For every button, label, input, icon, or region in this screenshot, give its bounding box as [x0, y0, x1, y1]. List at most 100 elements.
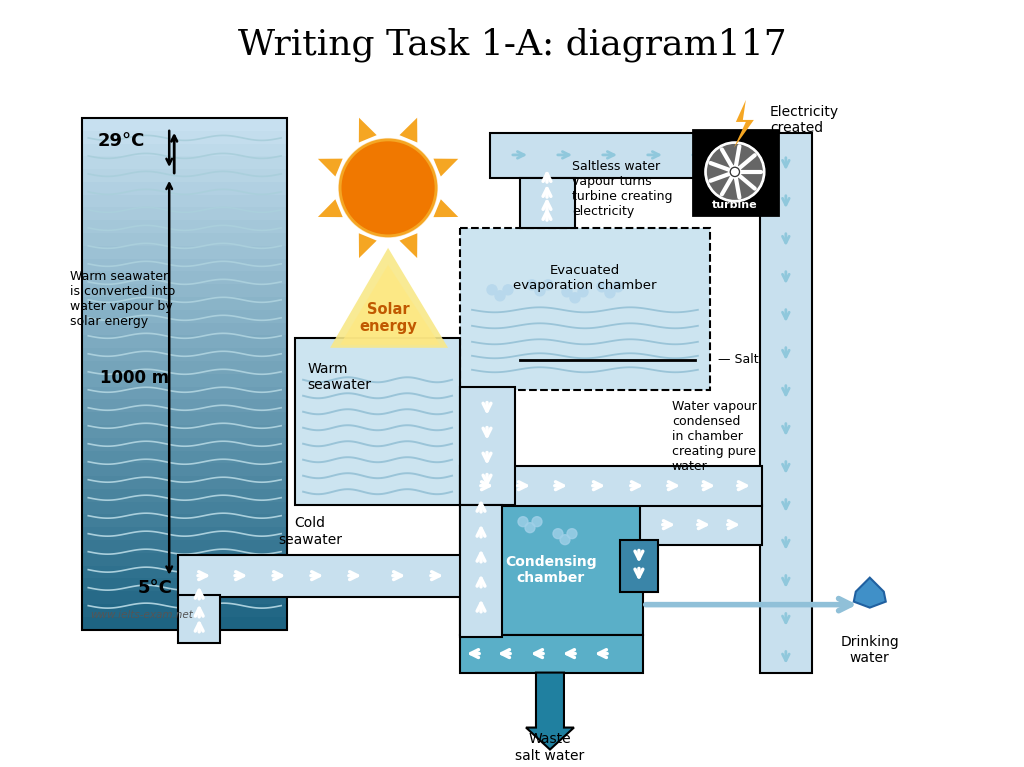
- Bar: [520, 178, 574, 228]
- Text: Water vapour
condensed
in chamber
creating pure
water: Water vapour condensed in chamber creati…: [672, 400, 757, 472]
- Bar: [82, 476, 287, 490]
- Text: Saltless water
vapour turns
turbine creating
electricity: Saltless water vapour turns turbine crea…: [572, 160, 673, 218]
- Circle shape: [478, 525, 488, 535]
- Text: Writing Task 1-A: diagram117: Writing Task 1-A: diagram117: [238, 28, 786, 62]
- Bar: [295, 337, 460, 505]
- Circle shape: [613, 281, 623, 291]
- Bar: [82, 207, 287, 221]
- Bar: [82, 323, 287, 337]
- Bar: [620, 540, 657, 591]
- Circle shape: [495, 291, 505, 301]
- Bar: [82, 233, 287, 247]
- Circle shape: [485, 531, 495, 541]
- Bar: [82, 617, 287, 630]
- Circle shape: [562, 287, 572, 297]
- Polygon shape: [358, 233, 377, 258]
- Bar: [178, 594, 220, 643]
- Text: 1000 m: 1000 m: [100, 369, 169, 387]
- Text: Electricity
created: Electricity created: [770, 105, 839, 135]
- Bar: [82, 335, 287, 349]
- Circle shape: [560, 535, 570, 545]
- Text: Drinking
water: Drinking water: [841, 634, 899, 665]
- Bar: [82, 387, 287, 400]
- Bar: [82, 258, 287, 272]
- Bar: [460, 634, 643, 673]
- Circle shape: [503, 285, 513, 295]
- Bar: [82, 553, 287, 567]
- Bar: [82, 450, 287, 464]
- Polygon shape: [433, 199, 459, 217]
- Circle shape: [707, 144, 763, 200]
- Bar: [82, 348, 287, 362]
- Circle shape: [543, 280, 553, 290]
- Bar: [82, 169, 287, 183]
- Bar: [82, 220, 287, 234]
- Text: Warm seawater
is converted into
water vapour by
solar energy: Warm seawater is converted into water va…: [71, 270, 175, 328]
- Polygon shape: [399, 233, 418, 258]
- Bar: [82, 425, 287, 439]
- Bar: [460, 387, 515, 505]
- Circle shape: [729, 166, 740, 178]
- Bar: [82, 527, 287, 541]
- Circle shape: [597, 281, 607, 291]
- Polygon shape: [358, 117, 377, 143]
- Polygon shape: [317, 159, 343, 176]
- Circle shape: [605, 288, 615, 298]
- Bar: [460, 228, 710, 390]
- Bar: [82, 285, 287, 298]
- Bar: [82, 246, 287, 260]
- Bar: [82, 604, 287, 618]
- Bar: [82, 540, 287, 554]
- Text: Waste
salt water: Waste salt water: [515, 732, 585, 762]
- Circle shape: [731, 168, 739, 176]
- Bar: [82, 361, 287, 375]
- Circle shape: [338, 138, 438, 238]
- Text: — Salt: — Salt: [718, 354, 759, 367]
- Circle shape: [532, 517, 542, 527]
- Circle shape: [578, 287, 588, 297]
- Bar: [693, 130, 778, 215]
- Bar: [82, 310, 287, 324]
- Bar: [82, 438, 287, 452]
- Bar: [82, 118, 287, 132]
- Circle shape: [525, 522, 535, 532]
- Polygon shape: [433, 159, 459, 176]
- Polygon shape: [340, 265, 440, 345]
- Bar: [82, 565, 287, 579]
- Circle shape: [705, 142, 765, 202]
- Bar: [82, 463, 287, 477]
- Circle shape: [527, 280, 537, 290]
- Circle shape: [570, 293, 580, 303]
- Bar: [760, 133, 812, 673]
- Circle shape: [553, 528, 563, 538]
- Bar: [82, 156, 287, 170]
- Text: 29°C: 29°C: [97, 132, 144, 150]
- Bar: [82, 502, 287, 515]
- Text: Solar
energy: Solar energy: [359, 301, 417, 334]
- Bar: [82, 374, 287, 387]
- Bar: [460, 466, 762, 505]
- Polygon shape: [399, 117, 418, 143]
- Circle shape: [567, 528, 577, 538]
- Circle shape: [492, 525, 502, 535]
- Circle shape: [487, 285, 497, 295]
- Bar: [82, 195, 287, 209]
- Circle shape: [535, 286, 545, 296]
- Bar: [490, 133, 762, 178]
- Circle shape: [518, 517, 528, 527]
- Polygon shape: [317, 199, 343, 217]
- Bar: [82, 272, 287, 285]
- Bar: [82, 297, 287, 311]
- Bar: [82, 489, 287, 502]
- Bar: [178, 555, 463, 597]
- Text: Condensing
chamber: Condensing chamber: [505, 555, 597, 584]
- Bar: [82, 591, 287, 605]
- Polygon shape: [734, 100, 754, 148]
- Bar: [460, 505, 643, 634]
- Text: Evacuated
evaporation chamber: Evacuated evaporation chamber: [513, 264, 656, 291]
- Bar: [82, 400, 287, 413]
- Bar: [82, 412, 287, 426]
- Text: www.ielts-exam.net: www.ielts-exam.net: [90, 610, 194, 620]
- Circle shape: [340, 140, 436, 236]
- Bar: [640, 505, 762, 545]
